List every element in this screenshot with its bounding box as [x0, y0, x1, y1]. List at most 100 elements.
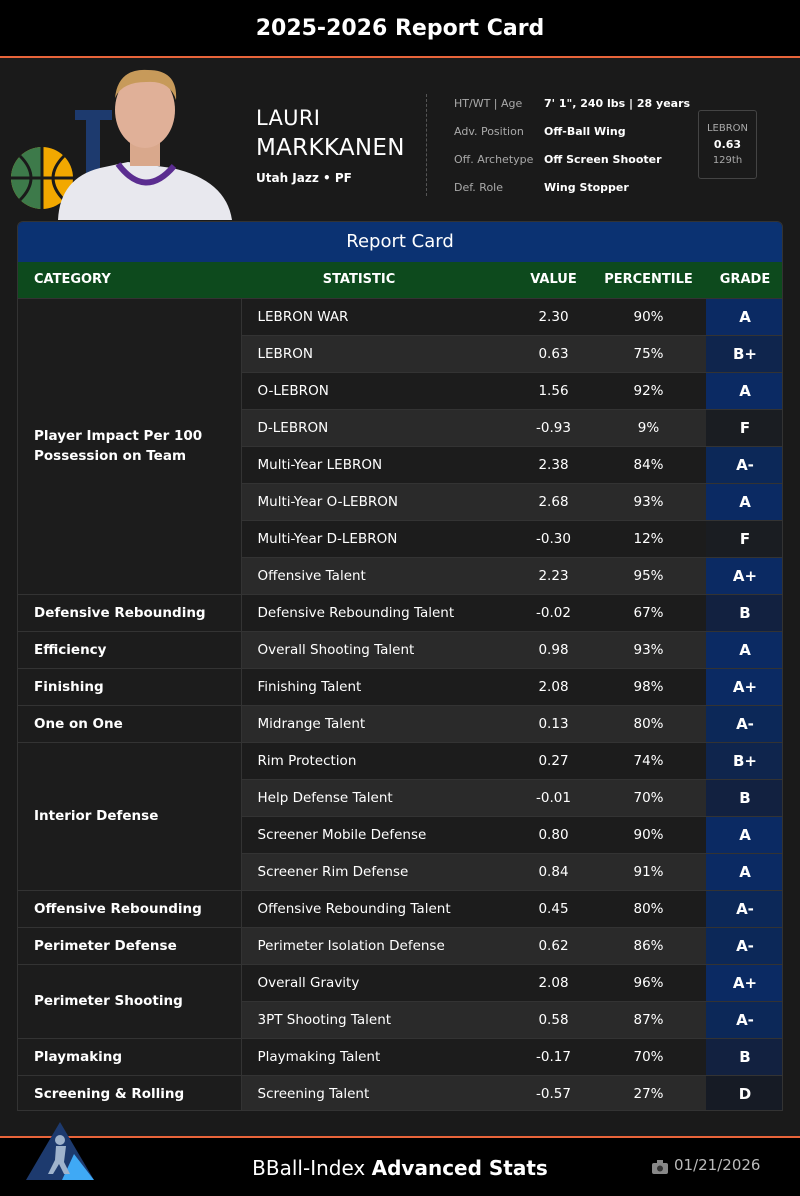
row: Perimeter Shooting Overall Gravity 2.08 96%… [18, 963, 782, 1038]
value: 0.84 [516, 852, 591, 890]
column-header: PERCENTILE [591, 262, 706, 299]
percentile: 95% [591, 556, 706, 594]
grade: A [706, 630, 782, 668]
lebron-box: LEBRON 0.63 129th [698, 110, 757, 179]
percentile: 84% [591, 445, 706, 483]
value: 1.56 [516, 371, 591, 409]
row: Perimeter Defense Perimeter Isolation Def… [18, 926, 782, 964]
row: D-LEBRON -0.93 9% F [18, 408, 782, 446]
row: Screening & Rolling Screening Talent -0.57… [18, 1074, 782, 1110]
row: 3PT Shooting Talent 0.58 87% A- [18, 1000, 782, 1038]
percentile: 90% [591, 297, 706, 335]
info-value: 7' 1", 240 lbs | 28 years [544, 97, 691, 110]
grade: A- [706, 926, 782, 964]
percentile: 92% [591, 371, 706, 409]
column-header: GRADE [706, 262, 782, 299]
percentile: 87% [591, 1000, 706, 1038]
grade: B [706, 778, 782, 816]
grade: D [706, 1074, 782, 1110]
grade: A [706, 371, 782, 409]
brand-name: BBall-Index [252, 1156, 366, 1180]
player-section: LAURI MARKKANEN Utah Jazz • PF HT/WT | A… [0, 60, 800, 220]
percentile: 70% [591, 778, 706, 816]
grade: A- [706, 445, 782, 483]
value: 0.13 [516, 704, 591, 742]
column-header: CATEGORY [18, 262, 241, 299]
category: Interior Defense [18, 741, 242, 890]
statistic: LEBRON WAR [241, 297, 516, 335]
value: 0.80 [516, 815, 591, 853]
value: -0.02 [516, 593, 591, 631]
statistic: Finishing Talent [241, 667, 516, 705]
lebron-rank: 129th [712, 155, 743, 166]
header-row: CATEGORY STATISTIC VALUE PERCENTILE GRADE [18, 262, 782, 299]
statistic: Offensive Rebounding Talent [241, 889, 516, 927]
percentile: 80% [591, 704, 706, 742]
row: Playmaking Playmaking Talent -0.17 70% B [18, 1037, 782, 1075]
last-name: MARKKANEN [256, 135, 405, 161]
row: Efficiency Overall Shooting Talent 0.98 93%… [18, 630, 782, 668]
value: -0.01 [516, 778, 591, 816]
value: 0.98 [516, 630, 591, 668]
info-label: Adv. Position [454, 125, 524, 138]
percentile: 75% [591, 334, 706, 372]
percentile: 27% [591, 1074, 706, 1110]
title: 2025-2026 Report Card [0, 0, 800, 58]
row: Screener Mobile Defense 0.80 90% A [18, 815, 782, 853]
row: Finishing Finishing Talent 2.08 98% A+ [18, 667, 782, 705]
lebron-label: LEBRON [706, 123, 749, 134]
category: Perimeter Defense [18, 926, 242, 964]
value: 0.27 [516, 741, 591, 779]
grade: A [706, 815, 782, 853]
report-card: Report Card CATEGORY STATISTIC VALUE PERCEN… [17, 221, 783, 1111]
value: 2.38 [516, 445, 591, 483]
category: Defensive Rebounding [18, 593, 242, 631]
percentile: 12% [591, 519, 706, 557]
grade: A- [706, 704, 782, 742]
lebron-value: 0.63 [713, 138, 742, 151]
grade: A- [706, 1000, 782, 1038]
column-header: VALUE [516, 262, 591, 299]
percentile: 96% [591, 963, 706, 1001]
value: -0.93 [516, 408, 591, 446]
row: O-LEBRON 1.56 92% A [18, 371, 782, 409]
info-value: Off Screen Shooter [544, 153, 662, 166]
value: 0.45 [516, 889, 591, 927]
date: 01/21/2026 [674, 1156, 761, 1174]
player-graphic [11, 69, 232, 220]
footer: BBall-Index Advanced Stats 01/21/2026 [0, 1122, 800, 1196]
brand-bold: Advanced Stats [371, 1156, 548, 1180]
row: Offensive Rebounding Offensive Rebounding… [18, 889, 782, 927]
grade: F [706, 408, 782, 446]
category: Offensive Rebounding [18, 889, 242, 927]
statistic: Midrange Talent [241, 704, 516, 742]
category: Playmaking [18, 1037, 242, 1075]
logo [26, 1122, 94, 1180]
percentile: 86% [591, 926, 706, 964]
statistic: Screener Rim Defense [241, 852, 516, 890]
statistic: Help Defense Talent [241, 778, 516, 816]
statistic: Rim Protection [241, 741, 516, 779]
grade: A [706, 297, 782, 335]
statistic: 3PT Shooting Talent [241, 1000, 516, 1038]
percentile: 90% [591, 815, 706, 853]
value: -0.17 [516, 1037, 591, 1075]
value: 0.62 [516, 926, 591, 964]
percentile: 74% [591, 741, 706, 779]
info-value: Off-Ball Wing [544, 125, 626, 138]
grade: A [706, 482, 782, 520]
statistic: Perimeter Isolation Defense [241, 926, 516, 964]
statistic: Playmaking Talent [241, 1037, 516, 1075]
info-label: Off. Archetype [454, 153, 534, 166]
row: Multi-Year LEBRON 2.38 84% A- [18, 445, 782, 483]
statistic: LEBRON [241, 334, 516, 372]
category: Finishing [18, 667, 242, 705]
statistic: D-LEBRON [241, 408, 516, 446]
team: Utah Jazz • PF [256, 171, 352, 185]
info-label: Def. Role [454, 181, 504, 194]
row: Multi-Year D-LEBRON -0.30 12% F [18, 519, 782, 557]
value: -0.30 [516, 519, 591, 557]
statistic: Multi-Year D-LEBRON [241, 519, 516, 557]
brand: BBall-Index Advanced Stats [0, 1156, 800, 1180]
